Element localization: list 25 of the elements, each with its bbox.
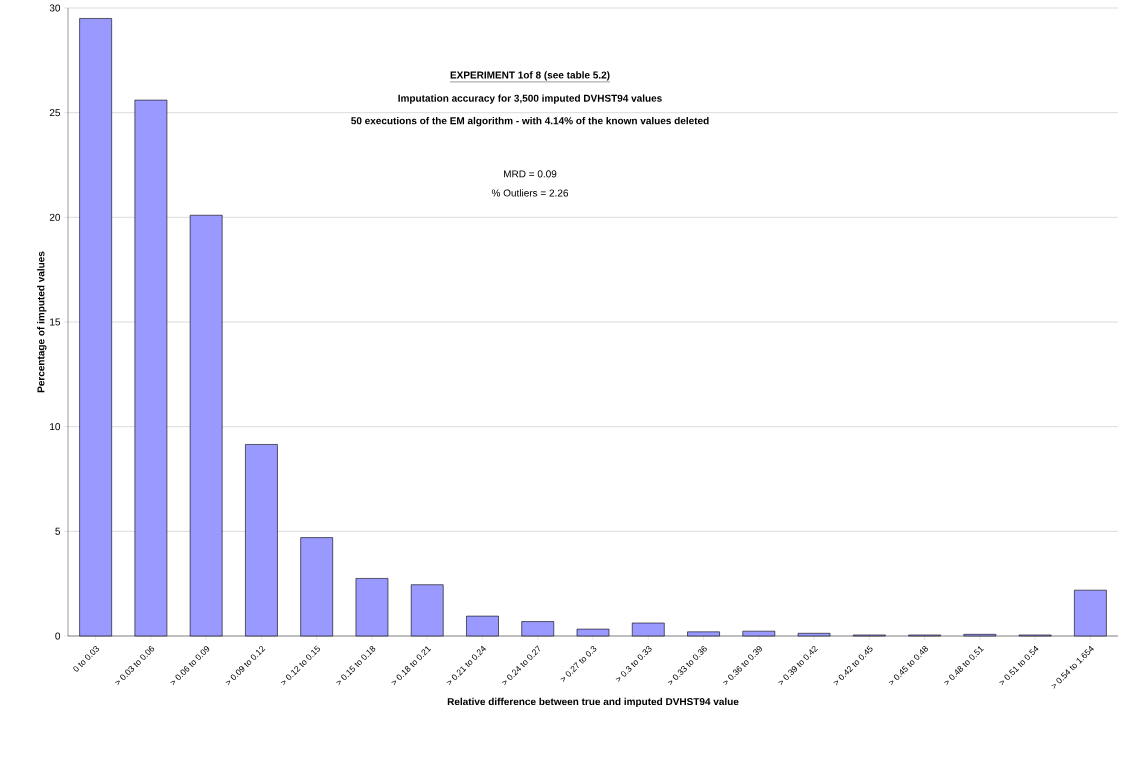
y-axis-title: Percentage of imputed values — [37, 251, 47, 393]
x-tick-label: > 0.09 to 0.12 — [225, 645, 266, 686]
x-tick-label: 0 to 0.03 — [73, 646, 99, 672]
x-tick-label: > 0.18 to 0.21 — [391, 646, 432, 686]
x-axis-title: Relative difference between true and imputed DVHST94 value — [447, 697, 739, 708]
y-tick-label: 10 — [50, 423, 61, 431]
x-tick-label: > 0.06 to 0.09 — [170, 646, 210, 686]
text: EXPERIMENT 1of 8 (see table 5.2) — [450, 71, 610, 81]
y-tick-label: 15 — [50, 318, 61, 326]
y-tick-label: 20 — [49, 213, 61, 221]
y-tick-label: 5 — [55, 527, 61, 535]
x-tick-label: > 0.48 to 0.51 — [943, 646, 984, 686]
x-tick-label: > 0.39 to 0.42 — [778, 645, 818, 686]
text: Imputation accuracy for 3,500 imputed DVHST94 values — [398, 94, 662, 104]
y-tick-label: 30 — [49, 4, 61, 12]
y-tick-label: 0 — [55, 632, 61, 640]
y-tick-label: 25 — [49, 109, 61, 117]
x-tick-label: > 0.3 to 0.33 — [615, 646, 652, 683]
x-tick-label: > 0.36 to 0.39 — [722, 646, 762, 686]
annotation: 50 executions of the EM algorithm - with 4.14% of the known values deleted — [351, 116, 709, 127]
annotation: % Outliers = 2.26 — [491, 189, 569, 197]
x-tick-label: > 0.51 to 0.54 — [999, 645, 1039, 686]
x-tick-label: > 0.21 to 0.24 — [446, 645, 486, 686]
x-tick-label: > 0.33 to 0.36 — [667, 645, 707, 686]
annotation: MRD = 0.09 — [504, 170, 557, 178]
